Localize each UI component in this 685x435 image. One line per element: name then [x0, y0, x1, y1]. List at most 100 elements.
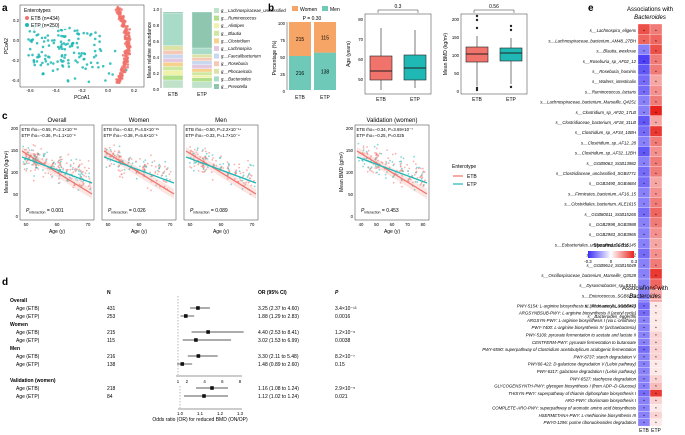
scatter-point-etb: [74, 167, 77, 170]
heatmap-sig: *: [655, 377, 657, 382]
heatmap-sig: *: [655, 223, 657, 228]
heatmap-row-label: PWY-5154: L-arginine biosynthesis III (v…: [517, 303, 637, 308]
heatmap-row-label: s__Roseburia_sp_AF02_12: [583, 59, 637, 64]
scatter-point-etb: [112, 152, 115, 155]
scatter-point-etb: [87, 185, 90, 188]
ytick: 60: [358, 57, 363, 62]
colorbar: [588, 251, 634, 258]
heatmap-sig: *: [655, 399, 657, 404]
scatter-point-etb: [222, 167, 225, 169]
scatter-point-etp: [164, 161, 167, 163]
forest-row-or: 1.48 (0.89 to 2.60): [258, 362, 299, 368]
scatter-point-etb: [400, 169, 403, 172]
abund-ylabel: Mean relative abundance: [147, 22, 153, 78]
genus-label: g__Lachnospiraceae_unclassified: [221, 8, 286, 13]
scatter-point-etb: [41, 158, 44, 160]
heatmap-sig: *: [655, 233, 657, 238]
abund-etp-segment: [191, 57, 213, 61]
scatter-stat-etp: ETP rho=−0.25, P=0.025: [357, 133, 405, 138]
scatter-point-etb: [203, 166, 205, 169]
scatter-point-etp: [51, 175, 54, 178]
forest-xtick-val: 1.0: [177, 411, 184, 416]
scatter-point-etb: [211, 159, 214, 161]
forest-row-p: 0.0038: [335, 338, 351, 344]
panel-label-a: a: [2, 3, 8, 14]
genus-label: g__Clostridium: [221, 38, 250, 43]
pcoa-point-etp: [111, 73, 114, 76]
pcoa-point-etp: [49, 61, 53, 64]
scatter-point-etp: [357, 142, 360, 145]
scatter-point-etp: [407, 170, 409, 173]
scatter-point-etb: [28, 149, 31, 152]
pcoa-point-etb: [126, 53, 129, 56]
pcoa-legend-title: Enterotypes: [24, 8, 51, 14]
scatter-point-etb: [78, 165, 80, 167]
pcoa-point-etp: [28, 30, 32, 33]
box-outlier: [509, 28, 513, 32]
pcoa-point-etp: [63, 48, 67, 51]
heatmap-row-label: s__Lachnospiraceae_bacterium_AM48_27BH: [548, 38, 637, 43]
scatter-point-etb: [139, 158, 141, 160]
scatter-point-etp: [31, 163, 33, 166]
ytick: 0.6: [153, 39, 160, 44]
pcoa-point-etp: [41, 61, 44, 65]
scatter-point-etb: [113, 144, 116, 147]
scatter-point-etp: [219, 167, 222, 169]
abund-etb-segment: [162, 66, 184, 71]
scatter-point-etb: [212, 157, 214, 159]
age-bracket: [377, 9, 419, 13]
scatter-point-etb: [246, 169, 248, 172]
forest-row-label: Age (ETP): [16, 362, 40, 368]
sex-bar-men: [289, 56, 311, 90]
forest-row-or: 3.30 (2.11 to 5.48): [258, 354, 299, 360]
panel-label-d: d: [2, 277, 8, 288]
pcoa-point-etp: [39, 63, 43, 67]
scatter-point-etb: [408, 167, 411, 170]
trend-etb: [185, 150, 257, 195]
pcoa-point-etb: [128, 38, 132, 41]
scatter-point-etp: [189, 161, 191, 164]
heatmap-row-label: s__Enterococcus_SGB6173: [582, 293, 637, 298]
pcoa-point-etp: [64, 43, 67, 46]
forest-row-label: Age (ETP): [16, 394, 40, 400]
genus-swatch: [214, 46, 219, 51]
scatter-point-etb: [120, 159, 122, 161]
scatter-ylabel-val: Mean BMD (g/m²): [339, 152, 345, 192]
pcoa-point-etp: [76, 61, 79, 64]
scatter-point-etb: [83, 166, 86, 169]
scatter-point-etb: [72, 166, 74, 169]
scatter-point-etp: [130, 164, 133, 167]
heatmap-row-label: s__Clostridium_sp_AF12_28: [581, 140, 637, 145]
scatter-point-etp: [52, 161, 55, 164]
abund-yticks: 0.0 0.2 0.4 0.6 0.8 1.0: [153, 7, 160, 92]
scatter-ytick: 150: [346, 148, 354, 153]
scatter-point-etb: [234, 172, 237, 175]
heatmap-sig: *: [643, 192, 645, 197]
pcoa-point-etp: [56, 68, 59, 71]
pcoa-point-etp: [35, 60, 39, 63]
heatmap-sig: *: [655, 370, 657, 375]
scatter-point-etb: [215, 164, 218, 167]
forest-row-n: 138: [107, 362, 116, 368]
scatter-point-etb: [121, 169, 123, 172]
forest-estimate: [183, 314, 188, 318]
scatter-point-etb: [165, 168, 168, 171]
scatter-point-etp: [401, 167, 403, 170]
sex-yticks: 0 25 50 75 100: [278, 21, 286, 94]
scatter-point-etb: [144, 168, 146, 171]
scatter-point-etp: [202, 149, 204, 151]
scatter-point-etp: [402, 157, 405, 160]
scatter-point-etp: [196, 149, 199, 152]
scatter-point-etb: [385, 160, 388, 163]
scatter-point-etb: [72, 162, 75, 165]
heatmap-row-label: s__Roseburia_hominis: [592, 69, 637, 74]
heatmap-row-label: ARGSYNBSUB-PWY: L-arginine biosynthesis …: [518, 311, 637, 316]
heatmap-sig: *: [655, 80, 657, 85]
pcoa-point-etb: [122, 70, 125, 73]
age-ylabel: Age (years): [346, 41, 352, 67]
scatter-point-etp: [378, 168, 381, 171]
pcoa-point-etp: [89, 33, 92, 37]
pcoa-point-etb: [128, 44, 132, 47]
scatter-point-etb: [36, 152, 39, 155]
scatter-point-etp: [105, 166, 108, 169]
